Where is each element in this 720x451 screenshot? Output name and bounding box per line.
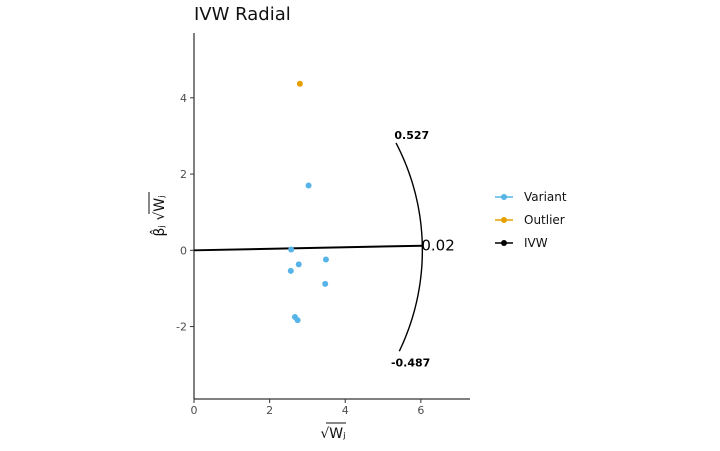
legend: Variant Outlier IVW — [495, 190, 567, 250]
variant-point — [287, 267, 294, 274]
legend-label: Outlier — [524, 213, 565, 227]
x-axis-label-text: √Wⱼ — [320, 426, 345, 442]
chart-title: IVW Radial — [194, 4, 291, 25]
annotation-label: 0.02 — [421, 237, 454, 255]
y-tick-label: 0 — [180, 244, 187, 257]
outlier-point — [296, 80, 303, 87]
y-tick-label: -2 — [176, 321, 187, 334]
y-axis-label: β̂ⱼ √Wⱼ — [148, 192, 168, 237]
points-layer — [287, 80, 329, 324]
variant-point — [288, 246, 295, 253]
variant-point — [322, 280, 329, 287]
x-tick-label: 0 — [191, 404, 198, 417]
ivw-line — [193, 244, 423, 252]
variant-point — [294, 317, 301, 324]
radial-arc — [395, 142, 424, 352]
legend-label: Variant — [524, 190, 567, 204]
annotation-label: 0.527 — [394, 129, 429, 142]
y-axis-label-group: β̂ⱼ √Wⱼ — [148, 192, 168, 237]
x-tick-label: 2 — [266, 404, 273, 417]
legend-key-point — [501, 240, 507, 246]
annotation-layer: 0.527 0.02 -0.487 — [391, 129, 455, 370]
y-axis-label-text: β̂ⱼ √Wⱼ — [149, 195, 168, 236]
variant-point — [295, 261, 302, 268]
x-axis-label: √Wⱼ — [320, 422, 346, 442]
legend-key-point — [501, 194, 507, 200]
variant-point — [322, 256, 329, 263]
axes: 0 2 4 6 4 2 0 -2 — [176, 33, 470, 417]
annotation-label: -0.487 — [391, 356, 430, 369]
x-tick-label: 4 — [342, 404, 349, 417]
legend-label: IVW — [524, 236, 548, 250]
y-tick-label: 4 — [180, 92, 187, 105]
legend-key-point — [501, 217, 507, 223]
ivw-layer — [193, 142, 424, 352]
variant-point — [305, 182, 312, 189]
y-tick-label: 2 — [180, 168, 187, 181]
x-tick-label: 6 — [417, 404, 424, 417]
